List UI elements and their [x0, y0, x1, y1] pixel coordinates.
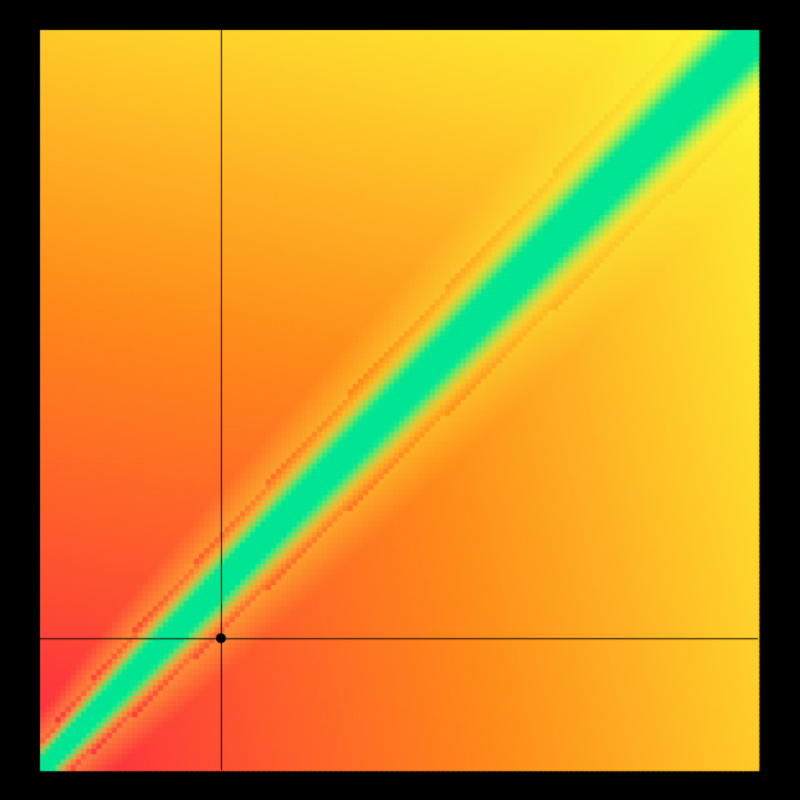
- watermark-text: TheBottleneck.com: [555, 6, 758, 32]
- chart-container: TheBottleneck.com: [0, 0, 800, 800]
- bottleneck-heatmap-canvas: [0, 0, 800, 800]
